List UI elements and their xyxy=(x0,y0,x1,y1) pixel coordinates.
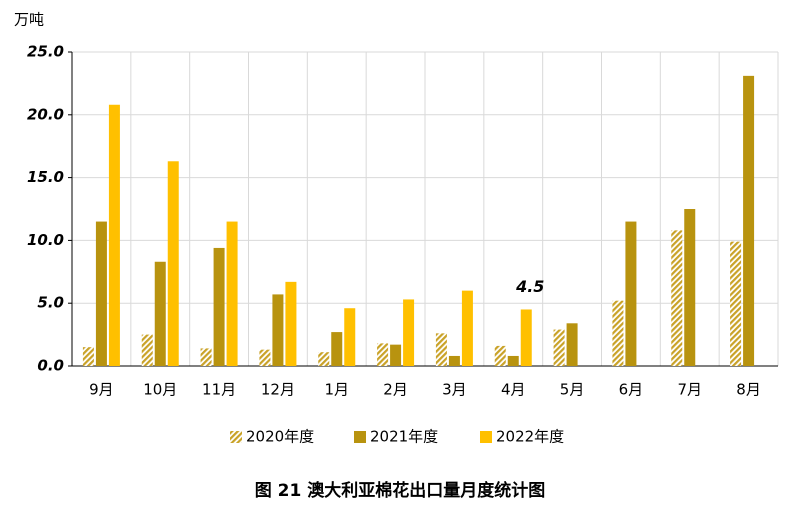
x-tick-label: 10月 xyxy=(143,381,177,399)
bar xyxy=(272,294,284,366)
legend-swatch xyxy=(480,431,492,443)
x-tick-label: 1月 xyxy=(324,381,349,399)
bar xyxy=(403,299,415,366)
chart-title: 图 21 澳大利亚棉花出口量月度统计图 xyxy=(255,480,546,501)
bar xyxy=(331,332,343,366)
x-tick-label: 2月 xyxy=(383,381,408,399)
y-tick-label: 5.0 xyxy=(37,294,64,312)
bar xyxy=(95,221,107,366)
x-tick-label: 6月 xyxy=(619,381,644,399)
bar xyxy=(377,343,389,366)
bar xyxy=(612,300,624,366)
bar xyxy=(435,333,447,366)
x-tick-label: 11月 xyxy=(202,381,236,399)
legend-label: 2020年度 xyxy=(246,428,314,446)
y-tick-label: 25.0 xyxy=(27,43,64,61)
y-axis-label: 万吨 xyxy=(14,11,44,29)
bar xyxy=(213,247,225,366)
bar xyxy=(507,355,519,366)
y-tick-label: 15.0 xyxy=(27,168,64,186)
bar xyxy=(82,347,94,366)
x-tick-label: 3月 xyxy=(442,381,467,399)
bar xyxy=(494,345,506,366)
y-tick-label: 0.0 xyxy=(37,357,64,375)
bar xyxy=(461,290,473,366)
bar xyxy=(318,352,330,366)
legend-label: 2022年度 xyxy=(496,428,564,446)
bar xyxy=(259,349,271,366)
bar xyxy=(200,348,212,366)
bar xyxy=(390,344,402,366)
bar xyxy=(344,308,356,366)
bar xyxy=(285,281,297,366)
bar xyxy=(730,241,742,366)
legend-swatch xyxy=(230,431,242,443)
data-label: 4.5 xyxy=(515,277,544,296)
bar xyxy=(448,355,460,366)
x-tick-label: 9月 xyxy=(89,381,114,399)
bar xyxy=(154,261,166,366)
bar xyxy=(167,161,179,366)
bar xyxy=(520,309,532,366)
y-tick-label: 10.0 xyxy=(27,231,64,249)
bar xyxy=(226,221,238,366)
x-tick-label: 8月 xyxy=(736,381,761,399)
bar xyxy=(671,230,683,366)
x-tick-label: 7月 xyxy=(677,381,702,399)
bar xyxy=(566,323,578,366)
x-tick-label: 12月 xyxy=(261,381,295,399)
bar xyxy=(108,104,120,366)
y-tick-label: 20.0 xyxy=(27,105,64,123)
bar xyxy=(141,334,153,366)
bar xyxy=(553,329,565,366)
legend-label: 2021年度 xyxy=(370,428,438,446)
x-tick-label: 4月 xyxy=(501,381,526,399)
bar xyxy=(684,209,696,366)
bar xyxy=(625,221,637,366)
legend-swatch xyxy=(354,431,366,443)
x-tick-label: 5月 xyxy=(560,381,585,399)
bar xyxy=(743,75,755,366)
